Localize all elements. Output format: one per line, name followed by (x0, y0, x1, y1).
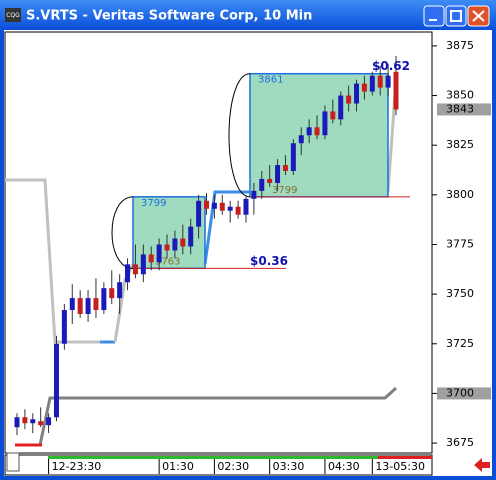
candle-body (148, 254, 154, 263)
candle-body (322, 111, 328, 136)
candle-body (30, 419, 36, 424)
y-tick-label: 3675 (446, 436, 474, 449)
candle-body (275, 165, 281, 183)
candle-body (361, 83, 367, 92)
x-tick-label: 01:30 (162, 460, 194, 473)
scroll-handle[interactable] (6, 452, 20, 472)
candle-body (22, 417, 28, 424)
candle-body (330, 111, 336, 120)
candle-body (61, 310, 67, 344)
x-tick-label: 12-23:30 (52, 460, 102, 473)
title-bar (0, 0, 496, 30)
candle-body (38, 421, 44, 426)
candle-body (125, 264, 131, 283)
candle-body (132, 264, 138, 275)
candle-body (338, 95, 344, 120)
candle-body (140, 254, 146, 275)
candle-body (109, 288, 115, 299)
candle-body (243, 198, 249, 215)
app-icon-box (5, 8, 21, 22)
y-tick-label: 3875 (446, 39, 474, 52)
candle-body (196, 200, 202, 227)
candle-body (69, 298, 75, 311)
x-tick-label: 03:30 (273, 460, 305, 473)
box-low-label: 3763 (155, 256, 180, 267)
candle-body (211, 202, 217, 209)
candle-body (393, 71, 399, 110)
candle-body (46, 417, 52, 426)
candle-body (314, 127, 320, 136)
candle-body (101, 288, 107, 311)
box-high-label: 3861 (258, 75, 283, 86)
box-high-label: 3799 (141, 198, 166, 209)
y-tick-label: 3750 (446, 287, 474, 300)
y-tick-label: 3725 (446, 337, 474, 350)
candle-body (156, 244, 162, 263)
candle-body (298, 135, 304, 144)
candle-body (282, 165, 288, 172)
window-title: S.VRTS - Veritas Software Corp, 10 Min (26, 9, 312, 24)
minimize-button[interactable] (423, 5, 445, 27)
candle-body (85, 298, 91, 314)
candle-body (164, 244, 170, 251)
app-icon: CQG (6, 12, 20, 19)
candle-body (306, 127, 312, 136)
candle-body (172, 238, 178, 251)
range-bracket (228, 73, 251, 198)
range-bracket (111, 196, 134, 269)
candle-body (188, 226, 194, 247)
change-label: $0.36 (250, 254, 288, 268)
candle-body (267, 178, 273, 183)
candle-body (354, 83, 360, 104)
candle-body (77, 298, 83, 314)
candle-body (385, 75, 391, 88)
price-tag (437, 387, 491, 400)
maximize-button[interactable] (445, 5, 467, 27)
price-tag-label: 3843 (446, 102, 474, 115)
candle-body (14, 417, 20, 428)
candle-body (290, 143, 296, 172)
candle-body (204, 200, 209, 209)
candle-body (117, 282, 123, 299)
candle-body (235, 206, 241, 215)
x-tick-label: 04:30 (328, 460, 360, 473)
candle-body (53, 343, 59, 418)
indicator-line (5, 178, 100, 344)
x-tick-label: 02:30 (217, 460, 249, 473)
candle-body (251, 190, 257, 199)
candle-body (259, 178, 265, 191)
candle-body (369, 75, 375, 92)
candle-body (227, 206, 233, 211)
y-tick-label: 3775 (446, 237, 474, 250)
candle-body (346, 95, 352, 104)
x-tick-label: 13-05:30 (375, 460, 425, 473)
y-tick-label: 3850 (446, 89, 474, 102)
price-tag (437, 103, 491, 116)
box-low-label: 3799 (272, 185, 297, 196)
indicator-line (38, 386, 398, 446)
change-label: $0.62 (372, 59, 410, 73)
scroll-arrow[interactable] (474, 458, 490, 472)
candle-body (377, 75, 383, 88)
price-tag-label: 3700 (446, 386, 474, 399)
y-tick-label: 3825 (446, 138, 474, 151)
candle-body (180, 238, 186, 247)
y-tick-label: 3800 (446, 188, 474, 201)
candle-body (93, 298, 99, 311)
candle-body (219, 202, 225, 211)
